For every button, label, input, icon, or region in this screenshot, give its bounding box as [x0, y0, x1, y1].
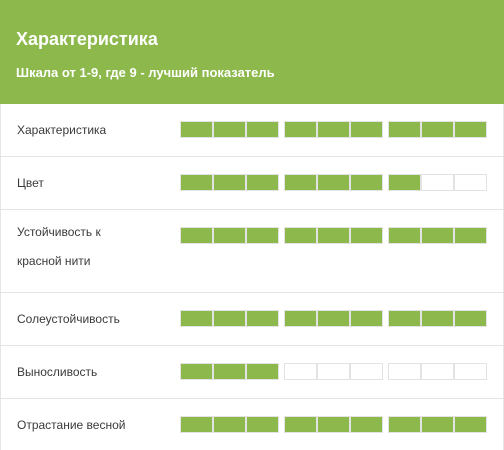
card-title: Характеристика [16, 29, 158, 49]
rating-segment-filled [422, 417, 453, 432]
rating-row: Отрастание весной [1, 399, 503, 450]
rating-segment-filled [455, 228, 486, 243]
rating-segment-filled [318, 417, 349, 432]
rating-group [180, 310, 279, 327]
rating-segment-filled [318, 175, 349, 190]
rating-segment-filled [285, 228, 316, 243]
rating-group [388, 310, 487, 327]
rating-segment-empty [389, 364, 420, 379]
rating-group [388, 121, 487, 138]
rating-segment-filled [351, 175, 382, 190]
rating-scale [180, 363, 487, 380]
rating-group [180, 416, 279, 433]
rating-segment-filled [214, 228, 245, 243]
rating-group [388, 174, 487, 191]
rating-segment-filled [389, 228, 420, 243]
rating-segment-filled [422, 228, 453, 243]
rating-segment-filled [455, 122, 486, 137]
rating-segment-filled [351, 228, 382, 243]
rating-segment-filled [455, 311, 486, 326]
rating-rows: Характеристика Цвет Устойчивость к красн… [0, 104, 504, 450]
rating-label-line: красной нити [17, 254, 91, 268]
rating-row: Устойчивость к красной нити [1, 210, 503, 293]
rating-group [284, 310, 383, 327]
rating-segment-filled [181, 122, 212, 137]
rating-group [284, 174, 383, 191]
rating-segment-filled [351, 122, 382, 137]
rating-segment-filled [181, 175, 212, 190]
rating-segment-empty [351, 364, 382, 379]
rating-segment-filled [247, 122, 278, 137]
rating-segment-filled [422, 122, 453, 137]
rating-segment-filled [181, 311, 212, 326]
rating-segment-filled [214, 175, 245, 190]
rating-row: Выносливость [1, 346, 503, 399]
rating-segment-filled [214, 417, 245, 432]
rating-label: Отрастание весной [17, 418, 126, 432]
rating-group [388, 416, 487, 433]
rating-label: Выносливость [17, 365, 98, 379]
rating-segment-filled [247, 175, 278, 190]
rating-group [388, 227, 487, 244]
rating-group [388, 363, 487, 380]
rating-segment-filled [181, 228, 212, 243]
rating-segment-empty [455, 364, 486, 379]
rating-segment-filled [422, 311, 453, 326]
rating-group [284, 363, 383, 380]
rating-segment-filled [247, 311, 278, 326]
rating-segment-filled [389, 175, 420, 190]
rating-group [180, 174, 279, 191]
rating-segment-filled [181, 417, 212, 432]
rating-segment-filled [181, 364, 212, 379]
rating-label: Устойчивость к красной нити [17, 218, 101, 276]
rating-label: Характеристика [17, 123, 107, 137]
rating-scale [180, 310, 487, 327]
rating-group [180, 121, 279, 138]
card-subtitle: Шкала от 1-9, где 9 - лучший показатель [16, 65, 275, 80]
rating-segment-filled [285, 311, 316, 326]
rating-segment-filled [247, 417, 278, 432]
rating-segment-empty [455, 175, 486, 190]
rating-segment-filled [247, 228, 278, 243]
rating-label-line: Устойчивость к [17, 225, 101, 239]
rating-segment-filled [389, 122, 420, 137]
rating-scale [180, 416, 487, 433]
rating-row: Характеристика [1, 104, 503, 157]
rating-label: Цвет [17, 176, 44, 190]
rating-segment-filled [285, 175, 316, 190]
rating-segment-empty [318, 364, 349, 379]
rating-segment-filled [214, 122, 245, 137]
rating-segment-filled [214, 364, 245, 379]
rating-scale [180, 227, 487, 244]
rating-segment-filled [285, 417, 316, 432]
card-header: Характеристика Шкала от 1-9, где 9 - луч… [0, 0, 504, 104]
rating-segment-filled [389, 311, 420, 326]
rating-row: Солеустойчивость [1, 293, 503, 346]
rating-group [180, 363, 279, 380]
rating-segment-filled [318, 228, 349, 243]
rating-group [284, 416, 383, 433]
rating-segment-filled [318, 311, 349, 326]
rating-group [284, 121, 383, 138]
rating-segment-filled [351, 311, 382, 326]
rating-scale [180, 121, 487, 138]
rating-segment-filled [214, 311, 245, 326]
rating-segment-filled [455, 417, 486, 432]
rating-segment-filled [318, 122, 349, 137]
rating-segment-empty [422, 175, 453, 190]
rating-segment-filled [285, 122, 316, 137]
rating-segment-empty [285, 364, 316, 379]
rating-group [180, 227, 279, 244]
rating-group [284, 227, 383, 244]
rating-segment-empty [422, 364, 453, 379]
rating-scale [180, 174, 487, 191]
rating-segment-filled [247, 364, 278, 379]
rating-row: Цвет [1, 157, 503, 210]
rating-label: Солеустойчивость [17, 312, 120, 326]
rating-segment-filled [351, 417, 382, 432]
rating-segment-filled [389, 417, 420, 432]
